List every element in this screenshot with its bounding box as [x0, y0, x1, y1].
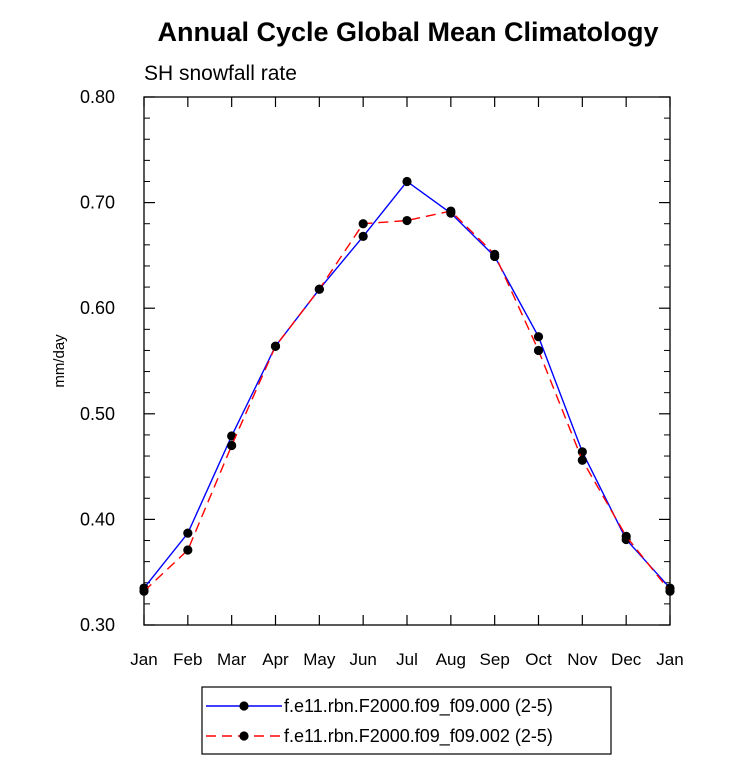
y-axis-label: mm/day — [51, 334, 68, 388]
data-point — [183, 528, 193, 538]
x-tick-label: Feb — [173, 650, 202, 669]
y-tick-label: 0.50 — [80, 404, 115, 424]
x-tick-label: Dec — [611, 650, 642, 669]
data-point — [621, 531, 631, 541]
data-point — [577, 447, 587, 457]
y-tick-label: 0.60 — [80, 298, 115, 318]
data-point — [358, 219, 368, 229]
x-tick-label: Apr — [262, 650, 289, 669]
y-tick-label: 0.70 — [80, 193, 115, 213]
axes: Jan Feb Mar Apr May Jun Jul Aug Sep Oct Nov Dec Jan 0… — [80, 87, 684, 669]
data-point — [314, 284, 324, 294]
data-point — [183, 545, 193, 555]
data-point — [533, 345, 544, 356]
y-tick-label: 0.30 — [80, 615, 115, 635]
series-line — [143, 210, 671, 592]
data-point — [577, 455, 587, 465]
plot-frame — [143, 96, 671, 626]
legend-label: f.e11.rbn.F2000.f09_f09.002 (2-5) — [284, 726, 553, 747]
x-tick-label: Jun — [349, 650, 376, 669]
data-point — [446, 206, 456, 216]
x-tick-label: May — [303, 650, 336, 669]
x-tick-label: Oct — [525, 650, 552, 669]
legend-marker — [239, 701, 249, 711]
chart-subtitle: SH snowfall rate — [144, 62, 297, 85]
legend: f.e11.rbn.F2000.f09_f09.000 (2-5) f.e11.r… — [201, 686, 612, 755]
data-point — [665, 586, 675, 596]
series-line — [143, 180, 671, 589]
data-point — [270, 341, 281, 351]
legend-label: f.e11.rbn.F2000.f09_f09.000 (2-5) — [284, 696, 553, 717]
data-point — [358, 231, 368, 241]
data-point — [227, 440, 237, 451]
data-point — [402, 176, 412, 187]
data-point — [139, 586, 149, 596]
x-tick-label: Nov — [567, 650, 598, 669]
x-tick-label: Jan — [656, 650, 683, 669]
chart-title: Annual Cycle Global Mean Climatology — [157, 17, 658, 47]
data-point — [490, 249, 500, 259]
x-tick-label: Aug — [436, 650, 466, 669]
data-point — [227, 431, 237, 441]
data-point — [533, 332, 544, 342]
data-point — [402, 215, 412, 226]
x-tick-label: Mar — [217, 650, 247, 669]
y-tick-label: 0.80 — [80, 87, 115, 107]
series-layer — [139, 176, 675, 596]
x-tick-label: Jan — [130, 650, 157, 669]
legend-marker — [239, 731, 249, 741]
x-tick-label: Sep — [480, 650, 510, 669]
y-tick-label: 0.40 — [80, 509, 115, 529]
legend-box — [201, 686, 612, 755]
x-tick-label: Jul — [396, 650, 418, 669]
